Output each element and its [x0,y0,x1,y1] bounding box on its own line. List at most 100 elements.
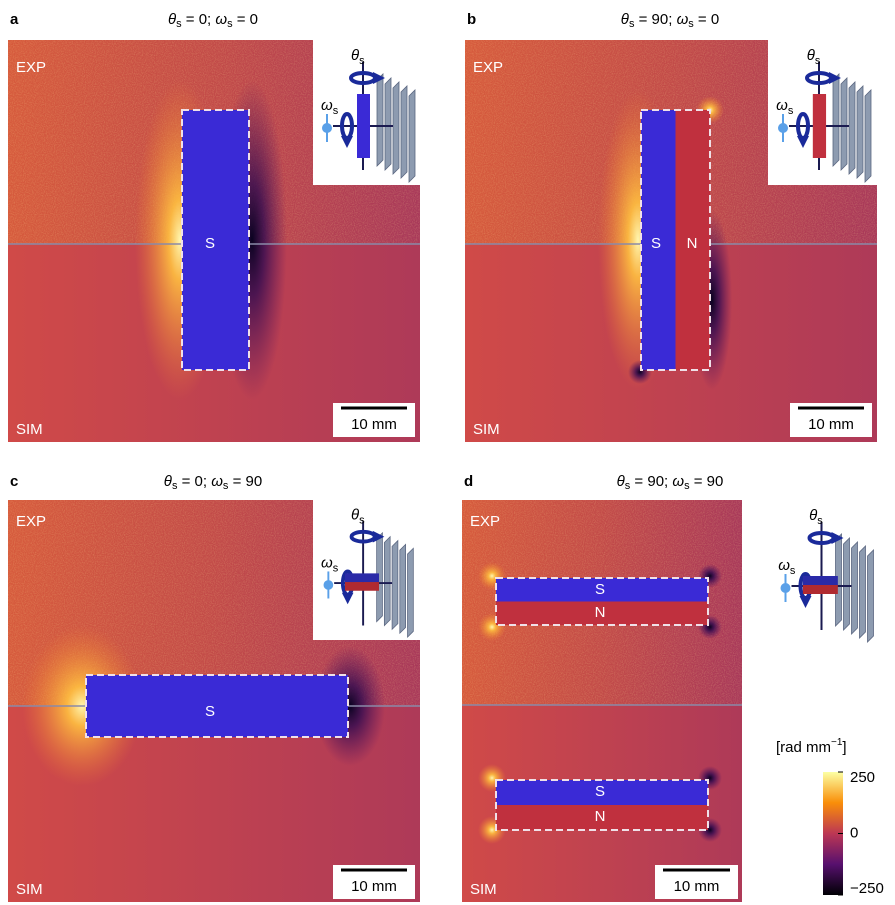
theta-sub: s [815,55,821,67]
sim-label: SIM [473,421,500,438]
pole-label: S [651,235,661,252]
panel-title: θs = 0; ωs = 0 [168,11,258,30]
panel-title: θs = 0; ωs = 90 [164,473,262,492]
theta-symbol: θ [351,47,359,64]
title-eq: = 0 [694,11,719,28]
magnet-pole [496,780,708,805]
magnet-pole [182,110,249,370]
colorbar-exponent: −1 [831,737,843,748]
theta-symbol: θ [807,47,815,64]
inset-theta: θs [351,47,365,67]
magnet-outline [495,577,709,626]
sim-label: SIM [16,881,43,898]
title-omega: ω [677,11,689,28]
panel-letter: c [10,473,18,490]
magnet-pole [86,675,348,737]
title-omega-sub: s [227,18,233,30]
title-eq: = 90; [630,473,672,490]
inset-omega: ωs [321,97,339,117]
title-eq: = 90; [634,11,676,28]
pole-label: S [595,581,605,598]
field-image [462,500,742,902]
title-eq: = 90 [228,473,262,490]
omega-sub: s [333,105,339,117]
magnet-pole [675,110,710,370]
theta-sub: s [359,55,365,67]
theta-sub: s [817,515,823,527]
panel-title: θs = 90; ωs = 0 [621,11,719,30]
icon-magnet-n [802,585,838,594]
pole-label: S [205,235,215,252]
exp-label: EXP [16,59,46,76]
icon-magnet-s [345,573,379,583]
magnet-outline [640,109,711,371]
title-theta-sub: s [172,480,178,492]
title-eq: = 0; [182,11,216,28]
title-theta-sub: s [176,18,182,30]
pole-label: S [205,703,215,720]
title-omega: ω [672,473,684,490]
exp-label: EXP [473,59,503,76]
panel-title: θs = 90; ωs = 90 [617,473,724,492]
title-theta: θ [617,473,625,490]
pole-label: N [687,235,698,252]
colorbar-tick-label: 250 [850,769,875,786]
magnet-outline [85,674,349,738]
inset-theta: θs [807,47,821,67]
sim-label: SIM [16,421,43,438]
magnet-pole [641,110,676,370]
scale-bar-label: 10 mm [351,416,397,433]
magnet-outline [495,779,709,831]
title-omega: ω [211,473,223,490]
colorbar-unit: [rad mm [776,739,831,756]
inset-theta: θs [809,507,823,527]
title-theta: θ [168,11,176,28]
title-theta: θ [621,11,629,28]
scale-bar-label: 10 mm [674,878,720,895]
omega-sub: s [790,565,796,577]
omega-symbol: ω [778,557,790,574]
omega-symbol: ω [776,97,788,114]
colorbar-label: [rad mm−1] [776,737,847,756]
omega-symbol: ω [321,97,333,114]
inset-omega: ωs [778,557,796,577]
scale-bar-label: 10 mm [808,416,854,433]
title-theta-sub: s [625,480,631,492]
sim-label: SIM [470,881,497,898]
magnet-pole [496,578,708,602]
omega-symbol: ω [321,555,333,572]
colorbar-tick-label: 0 [850,824,858,841]
panel-letter: b [467,11,476,28]
pole-label: N [595,604,606,621]
title-eq: = 90 [690,473,724,490]
icon-magnet-s [802,576,838,585]
exp-label: EXP [470,513,500,530]
inset-omega: ωs [321,555,339,575]
title-omega: ω [215,11,227,28]
magnet-outline [181,109,250,371]
omega-sub: s [333,563,339,575]
scale-bar-label: 10 mm [351,878,397,895]
title-theta: θ [164,473,172,490]
title-omega-sub: s [688,18,694,30]
icon-magnet [812,94,827,158]
omega-sub: s [788,105,794,117]
inset-theta: θs [351,506,365,526]
colorbar-tick-label: −250 [850,880,884,897]
pole-label: N [595,808,606,825]
inset-omega: ωs [776,97,794,117]
title-eq: = 0 [233,11,258,28]
title-omega-sub: s [684,480,690,492]
magnet-pole [496,805,708,830]
exp-label: EXP [16,513,46,530]
theta-symbol: θ [351,506,359,523]
title-eq: = 0; [177,473,211,490]
icon-magnet-n [345,582,379,591]
magnet-pole [496,601,708,625]
theta-symbol: θ [809,507,817,524]
